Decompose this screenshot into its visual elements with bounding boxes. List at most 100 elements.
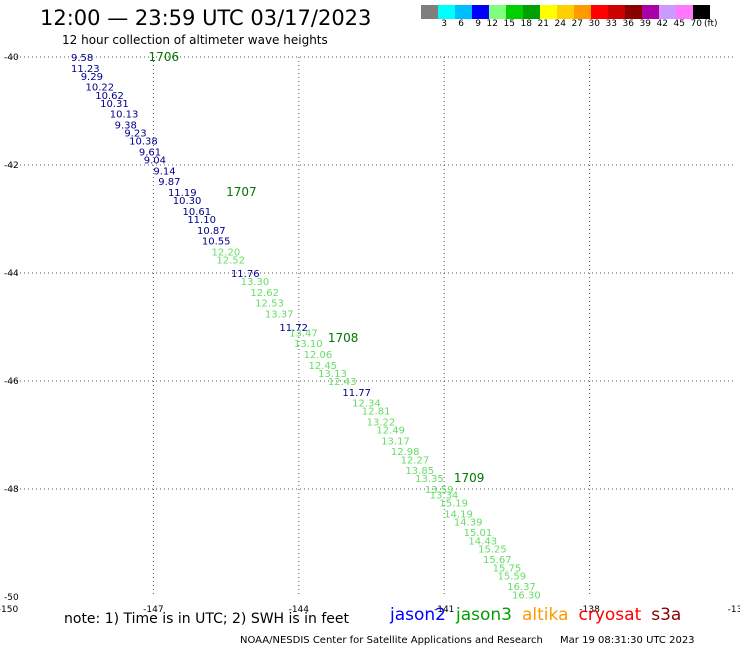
data-point-jason2: 9.29 [81, 72, 103, 83]
scale-swatch [625, 5, 642, 19]
y-tick-label: -46 [4, 377, 19, 387]
data-point-jason2: 10.22 [86, 83, 115, 94]
data-point-jason2: 11.76 [231, 269, 260, 280]
data-point-jason2: 10.55 [202, 237, 231, 248]
scale-swatch [489, 5, 506, 19]
data-point-jason3: 15.75 [493, 563, 522, 574]
data-point-jason2: 10.13 [110, 110, 139, 121]
data-point-jason2: 9.04 [144, 156, 166, 167]
scale-swatch [523, 5, 540, 19]
scale-label: 36 [622, 19, 634, 29]
data-point-jason3: 12.43 [328, 377, 357, 388]
scale-label: 70 [690, 19, 702, 29]
legend-item-s3a: s3a [651, 605, 682, 625]
data-point-jason2: 10.31 [100, 99, 129, 110]
scale-label: 42 [656, 19, 668, 29]
y-tick-label: -40 [4, 53, 19, 63]
data-point-jason3: 12.20 [212, 247, 241, 258]
data-point-jason3: 14.39 [454, 517, 483, 528]
data-point-jason3: 13.30 [241, 277, 270, 288]
data-point-jason3: 13.10 [294, 339, 323, 350]
x-tick-label: -141 [434, 605, 454, 615]
chart-title: 12:00 — 23:59 UTC 03/17/2023 [40, 6, 372, 30]
data-point-jason2: 9.58 [71, 53, 93, 64]
x-tick-label: -150 [0, 605, 18, 615]
data-point-jason3: 13.22 [367, 418, 396, 429]
scale-swatch [659, 5, 676, 19]
data-point-jason3: 13.13 [318, 369, 347, 380]
data-point-jason3: 12.34 [352, 399, 381, 410]
data-point-jason3: 12.62 [250, 288, 279, 299]
scale-swatch [693, 5, 710, 19]
data-point-jason3: 15.59 [498, 571, 527, 582]
data-point-jason3: 12.27 [401, 455, 430, 466]
credit-text: NOAA/NESDIS Center for Satellite Applica… [240, 635, 543, 646]
data-point-jason2: 9.61 [139, 148, 161, 159]
scale-label: 3 [441, 19, 447, 29]
scale-label: 21 [537, 19, 549, 29]
data-point-jason3: 15.19 [439, 499, 468, 510]
color-scale-swatches [421, 5, 718, 19]
x-tick-label: -144 [289, 605, 310, 615]
data-point-jason3: 12.52 [216, 256, 245, 267]
data-point-jason3: 15.25 [478, 544, 507, 555]
scale-swatch [608, 5, 625, 19]
data-point-jason3: 15.01 [464, 528, 493, 539]
y-tick-label: -44 [4, 269, 19, 279]
scale-swatch [676, 5, 693, 19]
scale-swatch [455, 5, 472, 19]
data-point-jason3: 14.43 [468, 536, 497, 547]
time-label: 1708 [328, 331, 359, 345]
data-point-jason2: 10.38 [129, 137, 158, 148]
legend-item-jason3: jason3 [456, 605, 512, 625]
scale-label: 12 [486, 19, 498, 29]
data-point-jason2: 11.23 [71, 64, 100, 75]
data-point-jason3: 12.81 [362, 407, 391, 418]
data-point-jason3: 13.37 [265, 310, 294, 321]
data-point-jason3: 12.49 [376, 426, 405, 437]
scale-label: 6 [458, 19, 464, 29]
data-point-jason2: 9.23 [124, 129, 146, 140]
credit-line: NOAA/NESDIS Center for Satellite Applica… [240, 635, 695, 646]
scale-label: 33 [605, 19, 617, 29]
legend-item-altika: altika [522, 605, 569, 625]
scale-label: 30 [588, 19, 600, 29]
time-label: 1709 [454, 471, 485, 485]
scale-swatch [472, 5, 489, 19]
data-point-jason2: 11.72 [279, 323, 308, 334]
data-point-jason3: 12.45 [308, 361, 337, 372]
scale-swatch [438, 5, 455, 19]
data-point-jason2: 10.87 [197, 226, 226, 237]
scale-unit: (ft) [704, 19, 718, 29]
generated-timestamp: Mar 19 08:31:30 UTC 2023 [560, 635, 695, 646]
data-point-jason3: 12.06 [304, 350, 333, 361]
x-tick-label: -13 [728, 605, 740, 615]
data-point-jason3: 13.59 [425, 485, 454, 496]
data-point-jason3: 16.37 [507, 582, 536, 593]
y-tick-label: -42 [4, 161, 19, 171]
scale-label: 24 [554, 19, 566, 29]
data-point-jason2: 11.10 [187, 215, 216, 226]
data-point-jason2: 10.30 [173, 196, 202, 207]
scale-swatch [506, 5, 523, 19]
scale-swatch [642, 5, 659, 19]
legend-item-jason2: jason2 [390, 605, 446, 625]
data-point-jason3: 14.19 [444, 509, 473, 520]
units-note: note: 1) Time is in UTC; 2) SWH is in fe… [64, 611, 350, 627]
color-scale-labels: 3 6 9 12 15 18 21 24 27 30 33 36 39 42 45 70 (ft) [421, 19, 718, 29]
scale-label: 27 [571, 19, 583, 29]
scale-label: 15 [503, 19, 515, 29]
data-point-jason3: 13.35 [415, 474, 444, 485]
data-point-jason2: 10.61 [182, 207, 211, 218]
scale-swatch [557, 5, 574, 19]
y-tick-label: -50 [4, 593, 19, 603]
scale-label: 9 [475, 19, 481, 29]
time-label: 1707 [226, 185, 257, 199]
data-point-jason3: 16.30 [512, 590, 541, 601]
color-scale: 3 6 9 12 15 18 21 24 27 30 33 36 39 42 45 70 (ft) [421, 5, 718, 29]
satellite-legend: jason2 jason3 altika cryosat s3a [390, 605, 691, 625]
data-point-jason2: 9.87 [158, 177, 180, 188]
scale-swatch [574, 5, 591, 19]
data-point-jason3: 13.85 [405, 466, 434, 477]
